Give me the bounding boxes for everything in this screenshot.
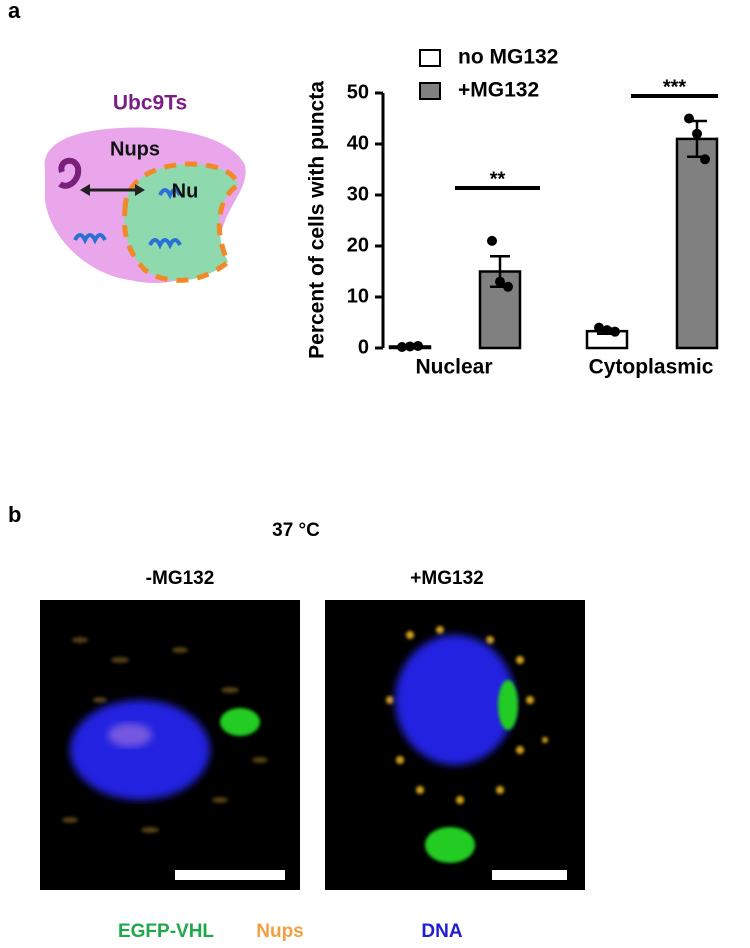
significance-label: *** bbox=[663, 76, 687, 98]
y-tick-label: 20 bbox=[347, 234, 369, 256]
channel-label: EGFP-VHL bbox=[118, 921, 214, 942]
condition-label: 37 °C bbox=[272, 520, 320, 541]
cell-diagram bbox=[44, 127, 246, 284]
diagram-label: Nups bbox=[110, 138, 160, 160]
data-point bbox=[413, 340, 423, 351]
data-point bbox=[397, 341, 407, 352]
x-tick-label: Cytoplasmic bbox=[589, 356, 714, 379]
data-point bbox=[602, 325, 612, 336]
data-point bbox=[692, 128, 702, 139]
data-point bbox=[405, 341, 415, 352]
y-axis-label: Percent of cells with puncta bbox=[306, 81, 329, 359]
legend-label: +MG132 bbox=[458, 79, 539, 102]
legend-swatch bbox=[419, 82, 441, 100]
data-point bbox=[503, 281, 513, 292]
channel-label: Nups bbox=[256, 921, 304, 942]
data-point bbox=[495, 276, 505, 287]
micrograph bbox=[40, 600, 300, 890]
significance-label: ** bbox=[490, 168, 506, 190]
diagram-label: Nu bbox=[172, 180, 199, 202]
micrograph bbox=[325, 600, 585, 890]
y-tick-label: 0 bbox=[358, 336, 369, 358]
legend-label: no MG132 bbox=[458, 46, 558, 69]
panel-label: b bbox=[8, 502, 21, 527]
bar bbox=[675, 137, 719, 350]
image-label: +MG132 bbox=[410, 568, 483, 589]
y-tick-label: 30 bbox=[347, 183, 369, 205]
data-point bbox=[487, 235, 497, 246]
x-tick-label: Nuclear bbox=[415, 356, 492, 379]
panel-label: a bbox=[8, 0, 21, 23]
data-point bbox=[610, 326, 620, 337]
channel-label: DNA bbox=[421, 921, 462, 942]
data-point bbox=[700, 154, 710, 165]
diagram-title: Ubc9Ts bbox=[113, 92, 187, 115]
y-tick-label: 40 bbox=[347, 132, 369, 154]
y-tick-label: 50 bbox=[347, 81, 369, 103]
image-label: -MG132 bbox=[146, 568, 215, 589]
legend-swatch bbox=[419, 49, 441, 67]
data-point bbox=[684, 113, 694, 124]
data-point bbox=[594, 322, 604, 333]
y-tick-label: 10 bbox=[347, 285, 369, 307]
